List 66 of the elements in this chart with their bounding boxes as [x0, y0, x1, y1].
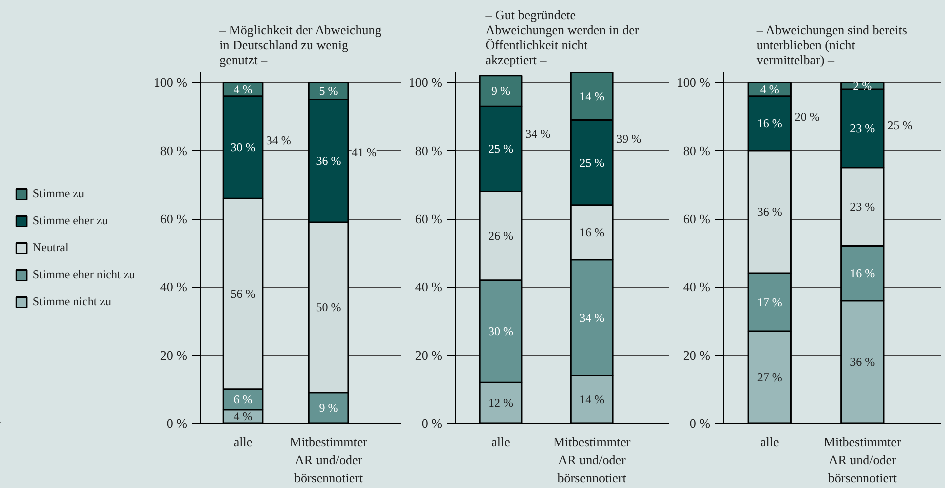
y-tick-label: 80 %: [160, 143, 188, 158]
x-tick-label: alle: [760, 434, 780, 450]
data-label: 36 %: [757, 205, 782, 220]
data-label: 30 %: [488, 324, 514, 338]
data-label: 56 %: [230, 287, 256, 302]
data-label: 16 %: [580, 226, 605, 240]
annotation: 34 %: [526, 126, 551, 141]
chart-title: – Gut begründete Abweichungen werden in der Öffentlichkeit nicht akzeptiert –: [484, 8, 640, 68]
annotation: 20 %: [794, 110, 820, 124]
y-tick-label: 60 %: [415, 212, 443, 227]
data-label: 26 %: [488, 229, 514, 244]
data-label: 17 %: [757, 296, 782, 310]
data-label: 36 %: [316, 154, 342, 168]
y-tick-label: 60 %: [683, 212, 711, 227]
legend-label: Stimme eher nicht zu: [32, 267, 136, 282]
y-tick-label: 100 %: [676, 75, 711, 90]
y-tick-label: 80 %: [683, 143, 711, 158]
data-label: 36 %: [850, 355, 876, 370]
data-label: 25 %: [580, 156, 605, 170]
data-label: 25 %: [488, 142, 514, 156]
annotation: 41 %: [352, 146, 377, 160]
y-tick-label: 0 %: [166, 416, 188, 431]
data-label: 16 %: [757, 116, 782, 131]
y-tick-label: 100 %: [408, 75, 443, 90]
data-label: 4 %: [760, 82, 780, 97]
data-label: 14 %: [580, 89, 605, 104]
chart-title: – Möglichkeit der Abweichung in Deutschland zu wenig genutzt –: [218, 22, 382, 68]
x-tick-label: Mitbestimmter AR und/oder börsennotiert: [290, 434, 368, 486]
y-tick-label: 60 %: [160, 212, 188, 227]
legend-label: Neutral: [32, 240, 69, 255]
data-label: 4 %: [234, 410, 253, 424]
data-label: 9 %: [492, 84, 511, 98]
x-tick-label: Mitbestimmter AR und/oder börsennotiert: [553, 434, 632, 486]
y-tick-label: 0 %: [422, 416, 443, 431]
data-label: 9 %: [319, 401, 338, 416]
y-tick-label: 80 %: [415, 143, 443, 158]
y-tick-label: 20 %: [160, 348, 188, 363]
chart-title: – Abweichungen sind bereits unterblieben (nicht vermittelbar) –: [756, 22, 908, 68]
x-tick-label: alle: [492, 434, 511, 450]
data-label: 5 %: [319, 84, 338, 98]
data-label: 50 %: [316, 300, 342, 315]
legend-label: Stimme zu: [32, 186, 85, 201]
data-label: 16 %: [850, 266, 876, 281]
data-label: 23 %: [850, 200, 876, 214]
y-tick-label: 40 %: [415, 280, 443, 295]
y-tick-label: 0 %: [690, 416, 711, 431]
legend-label: Stimme eher zu: [32, 213, 108, 228]
data-label: 34 %: [580, 310, 605, 325]
y-tick-label: 100 %: [154, 75, 188, 90]
legend-label: Stimme nicht zu: [32, 294, 112, 309]
data-label: 4 %: [234, 82, 253, 97]
y-tick-label: 40 %: [683, 280, 711, 295]
data-label: 27 %: [757, 370, 782, 384]
data-label: 6 %: [234, 392, 253, 407]
x-tick-label: alle: [234, 434, 253, 450]
data-label: 12 %: [488, 396, 514, 410]
annotation: 39 %: [616, 132, 642, 146]
annotation: 34 %: [266, 134, 292, 148]
y-tick-label: 40 %: [160, 280, 188, 295]
data-label: 14 %: [580, 392, 605, 407]
data-label: 30 %: [230, 140, 256, 154]
annotation: 25 %: [888, 118, 913, 132]
data-label: 23 %: [850, 122, 876, 136]
y-tick-label: 20 %: [415, 348, 443, 363]
y-tick-label: 20 %: [683, 348, 711, 363]
x-tick-label: Mitbestimmter AR und/oder börsennotiert: [824, 434, 902, 486]
